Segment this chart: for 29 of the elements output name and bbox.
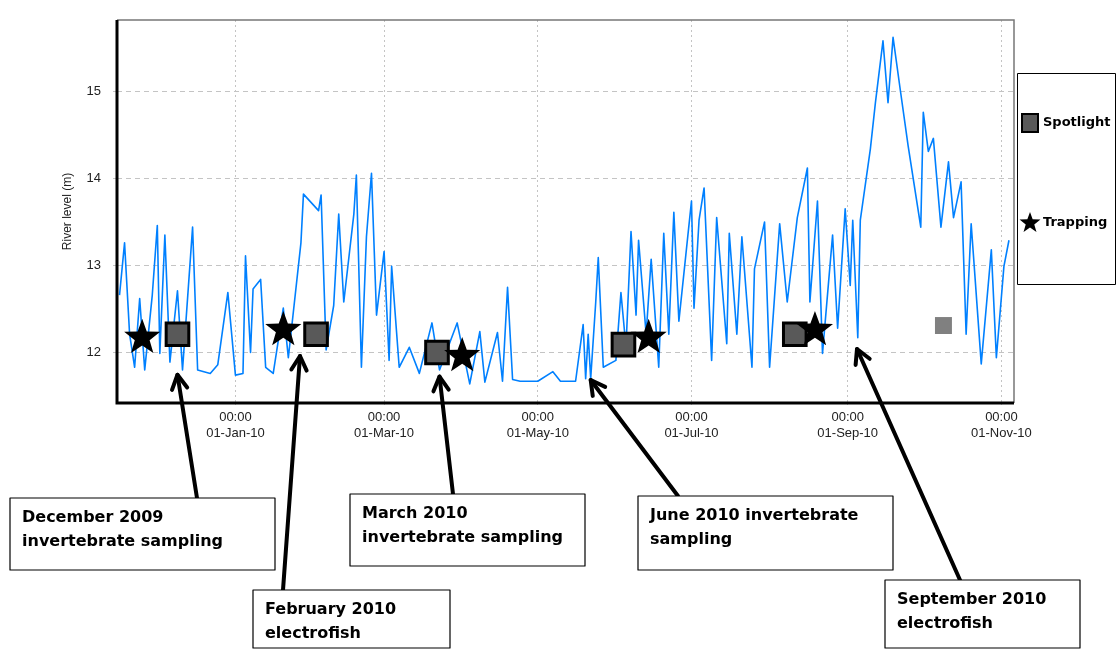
annotation: June 2010 invertebrate sampling [649, 505, 859, 549]
legend-label: Spotlight [1043, 114, 1111, 130]
y-tick-label: 14 [86, 170, 101, 185]
point [303, 321, 329, 348]
text: September 2010 electrofish [897, 589, 1047, 633]
x-tick-label: 00:00 01-Sep-10 [817, 409, 879, 440]
x-tick-label: 00:00 01-Jan-10 [206, 409, 265, 440]
y-tick-label: 12 [86, 344, 101, 360]
point [934, 317, 952, 335]
x-tick-label: 00:00 01-Mar-10 [354, 409, 415, 440]
legend-label: Trapping [1043, 214, 1108, 230]
point [610, 331, 637, 358]
point [444, 337, 481, 372]
annotation: March 2010 invertebrate sampling [362, 503, 564, 547]
point [124, 318, 161, 354]
x-tick-label: 00:00 01-Jul-10 [664, 409, 719, 440]
y-tick-label: 13 [86, 257, 101, 273]
point [424, 339, 450, 366]
point [796, 310, 834, 346]
point [630, 318, 667, 354]
point [164, 321, 191, 348]
point [781, 321, 808, 348]
x-tick-label: 00:00 01-May-10 [506, 409, 569, 440]
x-tick-label: 00:00 01-Nov-10 [971, 409, 1032, 440]
y-tick-label: 15 [86, 82, 101, 98]
text: February 2010 electrofish [265, 599, 397, 643]
y-axis-title: River level (m) [59, 172, 74, 251]
annotation: December 2009 invertebrate sampling [22, 507, 224, 551]
point [265, 310, 302, 346]
